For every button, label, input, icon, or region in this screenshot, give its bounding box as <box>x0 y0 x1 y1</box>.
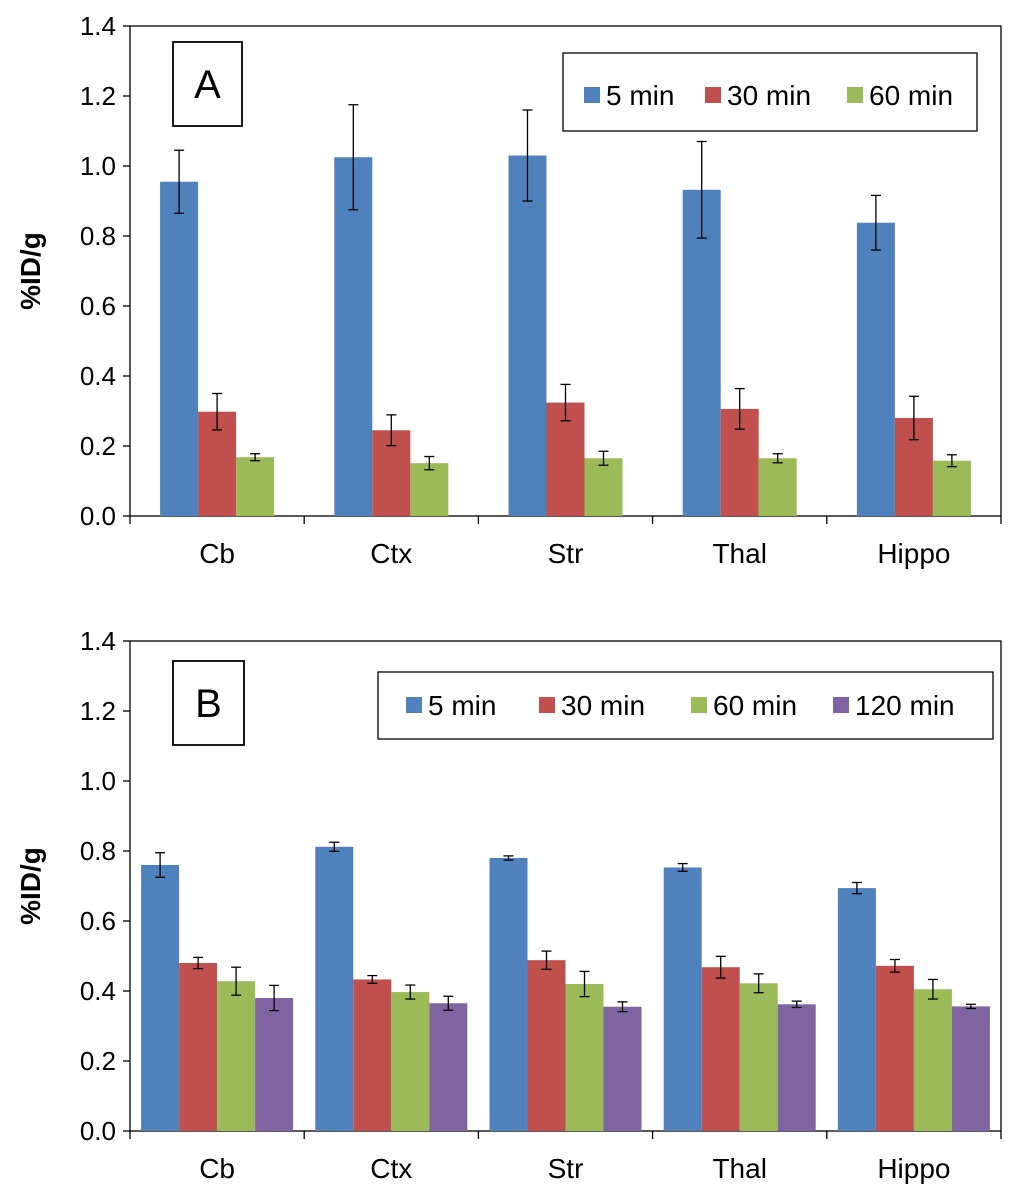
legend-box <box>562 52 978 132</box>
bar <box>527 960 566 1131</box>
legend-label: 60 min <box>713 690 797 721</box>
bar <box>663 867 702 1131</box>
bar <box>739 983 778 1131</box>
legend-swatch <box>406 697 422 713</box>
x-category-label: Thal <box>712 1153 766 1184</box>
x-category-label: Ctx <box>370 1153 412 1184</box>
bar <box>777 1004 816 1131</box>
y-tick-label: 0.2 <box>80 1046 116 1076</box>
bar <box>951 1006 990 1131</box>
y-tick-label: 0.4 <box>80 976 116 1006</box>
legend-label: 120 min <box>855 690 955 721</box>
x-category-label: Ctx <box>370 538 412 569</box>
y-tick-label: 1.0 <box>80 151 116 181</box>
legend-label: 30 min <box>561 690 645 721</box>
legend-label: 5 min <box>606 80 674 111</box>
y-tick-label: 0.8 <box>80 221 116 251</box>
bar <box>236 457 275 516</box>
legend-swatch <box>691 697 707 713</box>
x-category-label: Str <box>548 1153 584 1184</box>
panel-label: A <box>194 63 221 107</box>
bar <box>315 846 354 1131</box>
bar <box>913 989 952 1131</box>
bar <box>353 979 392 1131</box>
legend-swatch <box>705 87 721 103</box>
y-tick-label: 0.6 <box>80 906 116 936</box>
x-category-label: Cb <box>199 1153 235 1184</box>
y-tick-label: 1.2 <box>80 696 116 726</box>
bar <box>160 181 199 516</box>
bar <box>603 1006 642 1131</box>
y-axis-title: %ID/g <box>15 232 46 310</box>
panel-label-box <box>172 660 245 746</box>
bar <box>410 463 449 516</box>
bar <box>179 963 218 1131</box>
bar <box>334 157 373 516</box>
y-tick-label: 0.2 <box>80 431 116 461</box>
legend-box <box>377 671 994 740</box>
chart-panel-b: 0.0 0.2 0.4 0.6 0.8 1.0 1.2 1.4 Cb Ctx Str Thal Hipp… <box>15 626 1002 1184</box>
bar <box>429 1003 468 1131</box>
bar <box>875 965 914 1131</box>
bar <box>546 402 585 516</box>
bar <box>391 992 430 1131</box>
x-category-label: Cb <box>199 538 235 569</box>
legend-swatch <box>539 697 555 713</box>
bar <box>255 998 294 1131</box>
bar <box>758 458 797 516</box>
bar <box>489 858 528 1131</box>
bar <box>565 984 604 1131</box>
y-tick-label: 0.8 <box>80 836 116 866</box>
y-tick-label: 1.2 <box>80 81 116 111</box>
bar <box>856 222 895 516</box>
bar <box>217 981 256 1131</box>
bar <box>682 189 721 517</box>
y-tick-label: 1.4 <box>80 626 116 656</box>
panel-label-box <box>172 41 243 127</box>
bar <box>837 888 876 1131</box>
legend-label: 5 min <box>428 690 496 721</box>
y-tick-label: 0.4 <box>80 361 116 391</box>
y-tick-label: 0.6 <box>80 291 116 321</box>
x-category-label: Str <box>548 538 584 569</box>
bar <box>701 967 740 1131</box>
chart-panel-a: 0.0 0.2 0.4 0.6 0.8 1.0 1.2 1.4 Cb Ctx Str Thal Hipp… <box>15 11 1002 569</box>
legend-swatch <box>847 87 863 103</box>
y-tick-label: 1.0 <box>80 766 116 796</box>
panel-label: B <box>195 682 222 726</box>
x-category-label: Hippo <box>877 1153 950 1184</box>
legend-swatch <box>584 87 600 103</box>
legend-label: 60 min <box>869 80 953 111</box>
bar <box>141 865 180 1131</box>
y-tick-label: 1.4 <box>80 11 116 41</box>
legend-label: 30 min <box>727 80 811 111</box>
y-tick-label: 0.0 <box>80 1116 116 1146</box>
bar <box>932 460 971 516</box>
x-category-label: Thal <box>712 538 766 569</box>
y-axis-title: %ID/g <box>15 847 46 925</box>
y-tick-label: 0.0 <box>80 501 116 531</box>
legend-swatch <box>833 697 849 713</box>
x-category-label: Hippo <box>877 538 950 569</box>
bar <box>508 155 547 516</box>
bar <box>584 458 623 516</box>
